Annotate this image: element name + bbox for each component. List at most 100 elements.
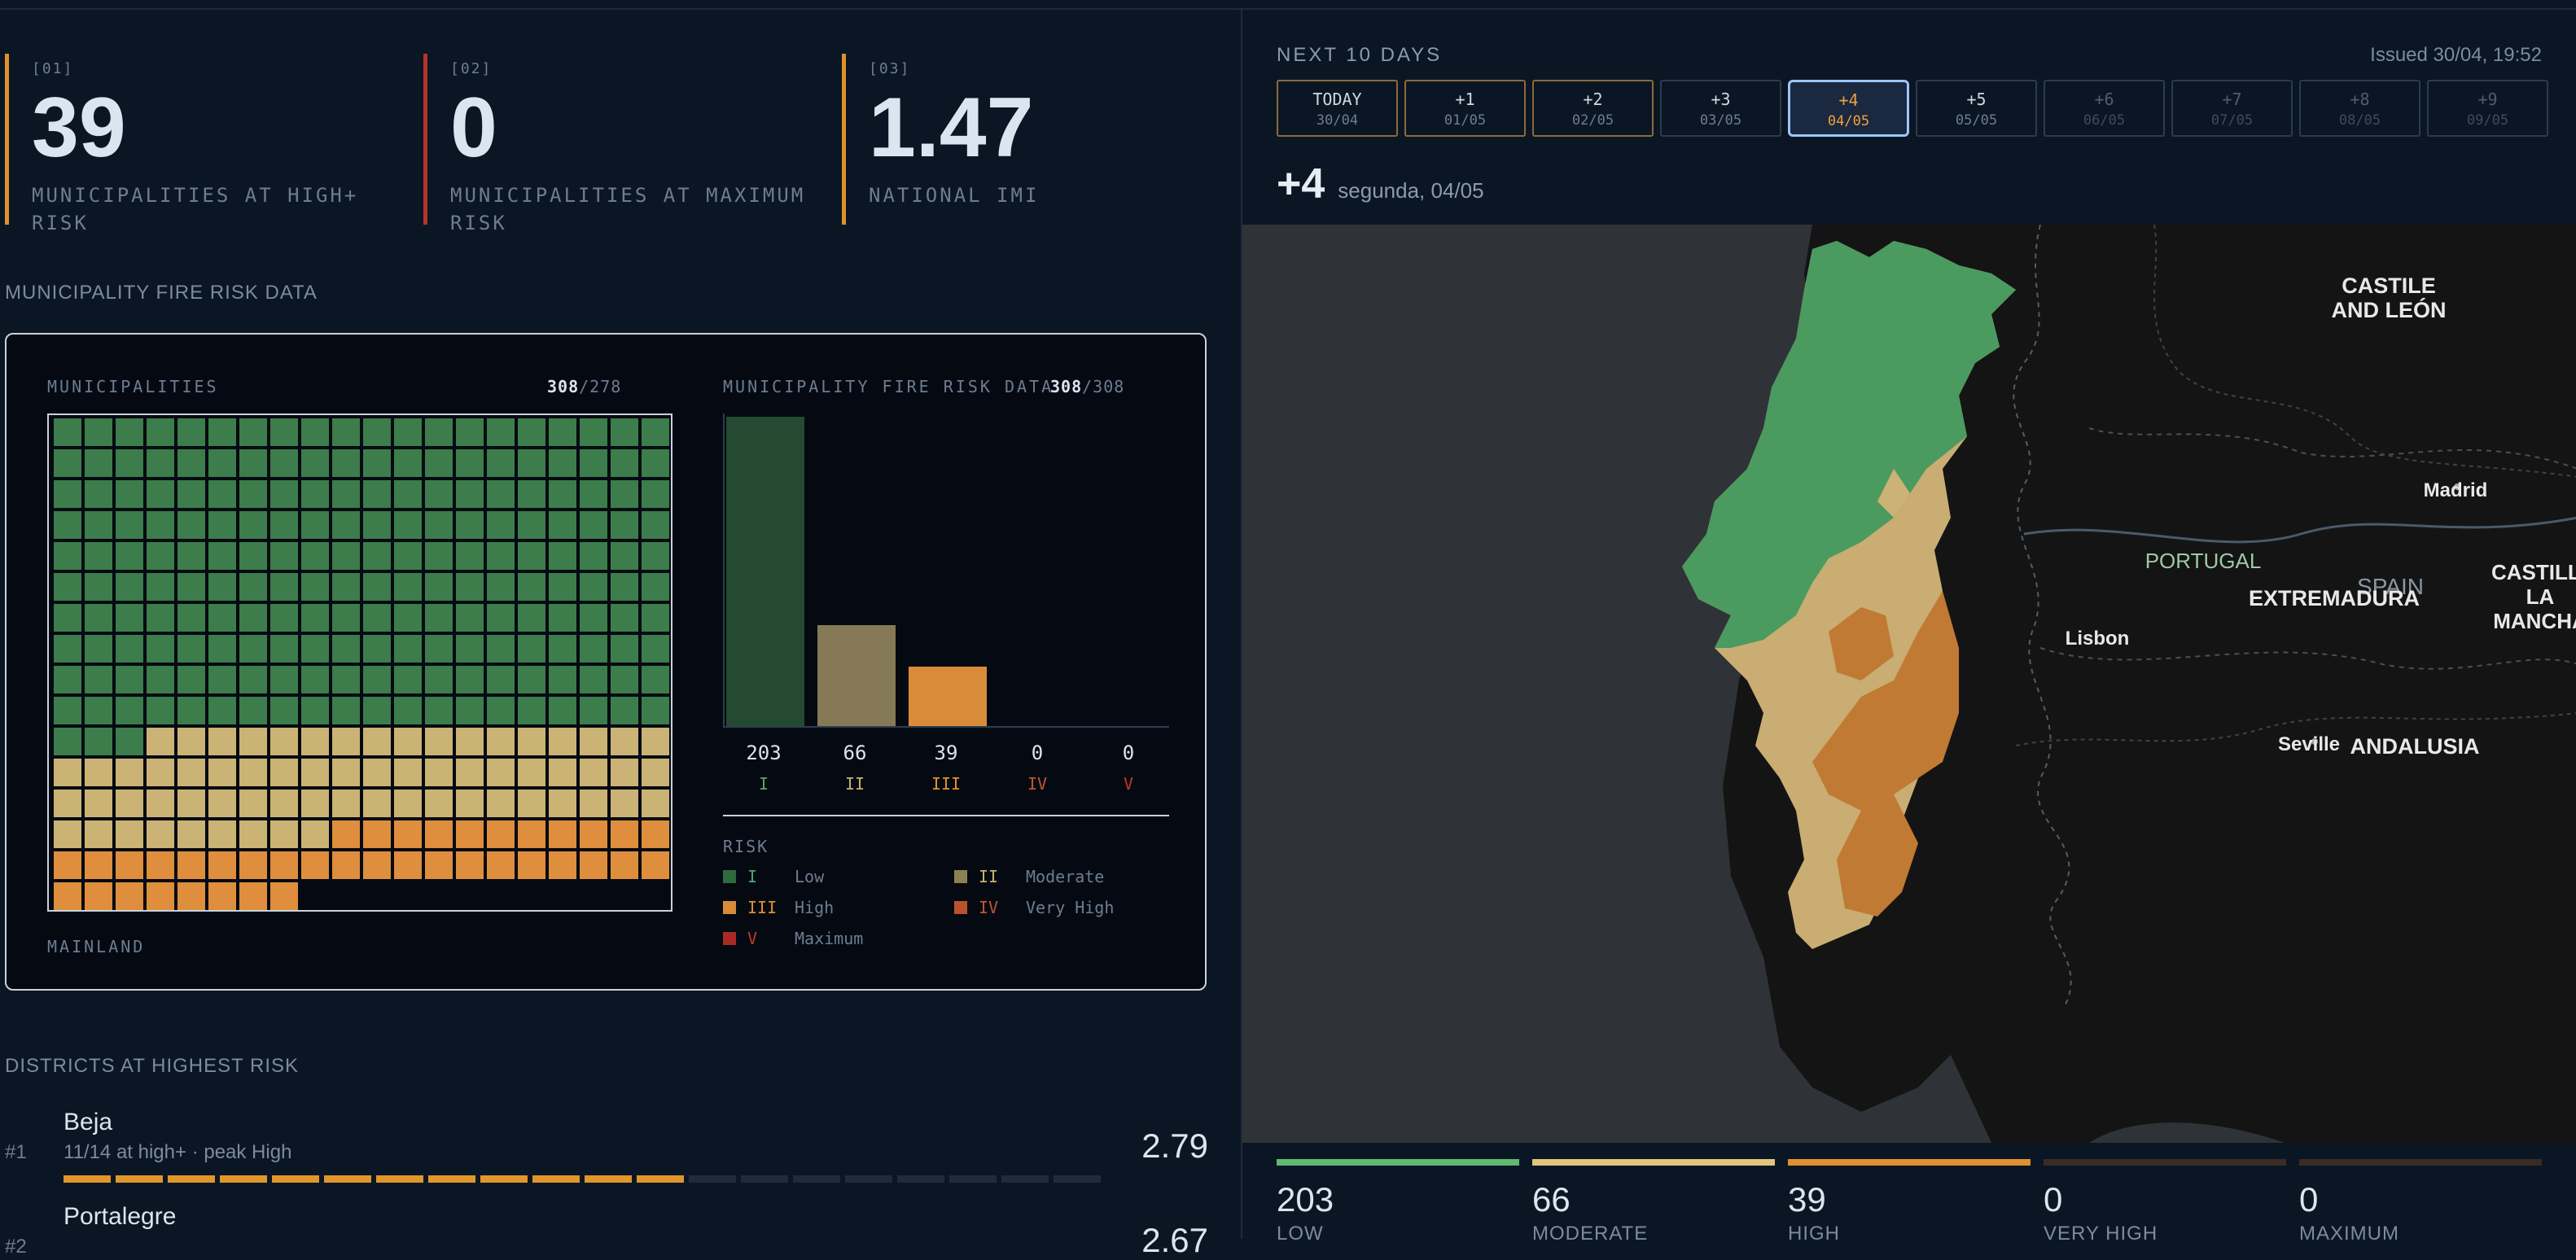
municipality-cell: [208, 542, 236, 570]
municipality-cell: [239, 882, 267, 910]
municipality-cell: [642, 542, 669, 570]
municipality-cell: [394, 790, 422, 817]
municipality-cell: [239, 820, 267, 848]
day-button[interactable]: +2 02/05: [1532, 80, 1654, 137]
waffle-frame: [47, 413, 672, 912]
municipality-cell: [456, 635, 484, 663]
day-button[interactable]: TODAY 30/04: [1277, 80, 1398, 137]
forecast-title: NEXT 10 DAYS: [1277, 44, 1443, 66]
legend-item-high: III High: [723, 898, 834, 917]
district-row[interactable]: #2 Portalegre 2.67: [0, 1203, 1213, 1259]
municipality-cell: [332, 480, 360, 508]
municipality-cell: [177, 666, 205, 693]
kpi-national-imi: [03] 1.47 NATIONAL IMI: [842, 54, 1224, 225]
municipality-cell: [611, 790, 638, 817]
region-border: [2088, 427, 2576, 470]
municipality-cell: [239, 511, 267, 539]
district-sub: 11/14 at high+ · peak High: [64, 1141, 292, 1163]
municipality-cell: [147, 635, 174, 663]
municipality-cell: [208, 666, 236, 693]
municipality-cell: [549, 697, 576, 724]
municipality-cell: [363, 666, 391, 693]
stat-value: 203: [1277, 1180, 1334, 1218]
day-button[interactable]: +1 01/05: [1404, 80, 1526, 137]
portugal-high-zone: [1812, 591, 1959, 811]
municipality-cell: [456, 418, 484, 446]
municipality-cell: [116, 480, 143, 508]
day-button[interactable]: +8 08/05: [2299, 80, 2420, 137]
municipality-cell: [580, 728, 607, 755]
risk-bar-chart: [723, 413, 1169, 728]
municipality-cell: [363, 759, 391, 786]
municipality-cell: [270, 573, 298, 601]
municipality-cell: [301, 418, 329, 446]
district-name: Beja: [64, 1109, 113, 1135]
municipality-cell: [177, 635, 205, 663]
municipality-cell: [611, 480, 638, 508]
day-button[interactable]: +6 06/05: [2044, 80, 2165, 137]
municipality-cell: [270, 851, 298, 879]
municipality-cell: [611, 697, 638, 724]
municipality-cell: [611, 604, 638, 632]
municipality-cell: [642, 480, 669, 508]
legend-item-maximum: V Maximum: [723, 929, 863, 948]
municipality-cell: [332, 573, 360, 601]
stat-label: HIGH: [1788, 1223, 1840, 1245]
municipality-cell: [611, 573, 638, 601]
bar-chart-title: MUNICIPALITY FIRE RISK DATA: [723, 377, 1054, 396]
risk-bar-ii: [817, 625, 896, 726]
municipality-cell: [239, 666, 267, 693]
day-offset: +7: [2222, 90, 2242, 109]
risk-bar-segment: [949, 1175, 997, 1183]
municipality-cell: [456, 542, 484, 570]
selected-day-offset: +4: [1277, 160, 1325, 208]
municipality-cell: [425, 851, 453, 879]
selected-day-header: +4 segunda, 04/05: [1277, 160, 1484, 208]
municipality-cell: [363, 851, 391, 879]
municipality-cell: [301, 480, 329, 508]
municipality-cell: [425, 542, 453, 570]
day-date: 07/05: [2210, 112, 2254, 129]
municipality-cell: [549, 820, 576, 848]
municipality-cell: [85, 882, 112, 910]
day-button[interactable]: +5 05/05: [1916, 80, 2037, 137]
municipality-cell: [394, 573, 422, 601]
day-button[interactable]: +3 03/05: [1660, 80, 1781, 137]
stat-value: 0: [2299, 1180, 2319, 1218]
risk-bar-segment: [480, 1175, 528, 1183]
municipality-cell: [85, 449, 112, 477]
risk-map[interactable]: CASTILE AND LEÓN Madrid PORTUGAL SPAIN E…: [1242, 225, 2576, 1143]
risk-bar-segment: [532, 1175, 580, 1183]
municipality-cell: [54, 449, 81, 477]
municipality-cell: [363, 449, 391, 477]
municipality-cell: [177, 820, 205, 848]
district-row[interactable]: #1 Beja 11/14 at high+ · peak High 2.79: [0, 1109, 1213, 1183]
bar-value-label: 66: [843, 742, 867, 764]
day-button[interactable]: +9 09/05: [2427, 80, 2548, 137]
map-label-andalusia: ANDALUSIA: [2350, 734, 2480, 759]
municipality-cell: [487, 604, 515, 632]
stat-color-bar: [2044, 1159, 2286, 1166]
stat-color-bar: [1277, 1159, 1519, 1166]
risk-level-stat: 0 MAXIMUM: [2299, 1159, 2542, 1245]
municipality-cell: [85, 666, 112, 693]
municipality-cell: [456, 604, 484, 632]
municipality-cell: [54, 511, 81, 539]
municipality-cell: [116, 449, 143, 477]
municipality-cell: [518, 573, 545, 601]
municipality-cell: [54, 542, 81, 570]
risk-bar-segment: [428, 1175, 475, 1183]
day-offset: +2: [1583, 90, 1603, 109]
municipality-cell: [642, 851, 669, 879]
day-button[interactable]: +7 07/05: [2171, 80, 2293, 137]
municipality-waffle-grid: [54, 418, 669, 910]
map-label-lisbon: Lisbon: [2065, 628, 2130, 650]
day-date: 02/05: [1571, 112, 1614, 129]
municipality-cell: [239, 759, 267, 786]
day-button[interactable]: +4 04/05: [1788, 80, 1909, 137]
section-title-districts: DISTRICTS AT HIGHEST RISK: [5, 1055, 300, 1077]
kpi-high-risk: [01] 39 MUNICIPALITIES AT HIGH+ RISK: [5, 54, 420, 234]
municipality-cell: [394, 635, 422, 663]
risk-bar-segment: [168, 1175, 215, 1183]
risk-bar-segment: [585, 1175, 632, 1183]
